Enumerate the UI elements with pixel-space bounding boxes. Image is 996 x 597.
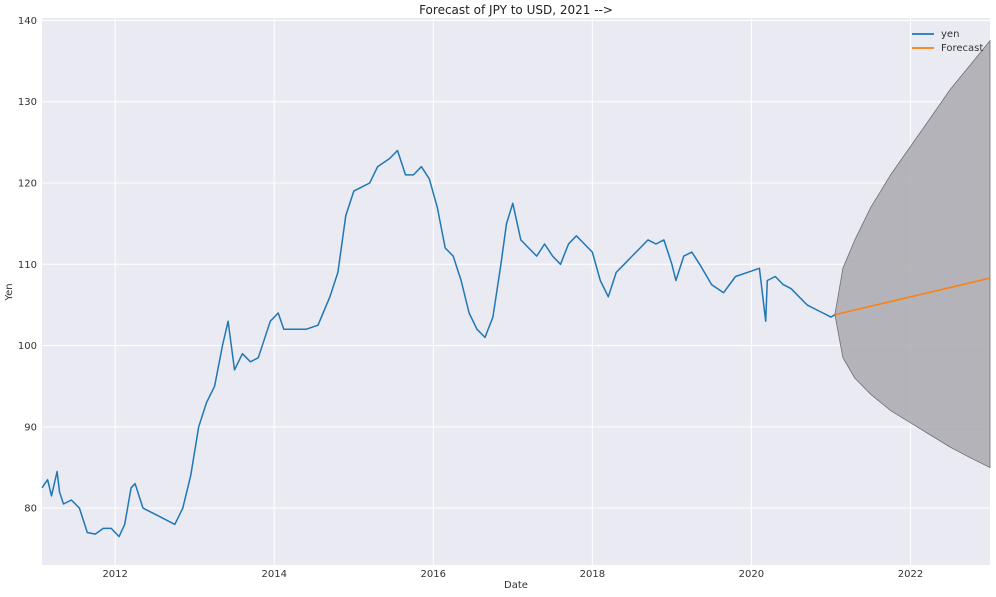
y-tick-label: 90 [24, 422, 37, 433]
x-tick-label: 2018 [580, 569, 605, 580]
y-tick-label: 120 [18, 178, 37, 189]
plot-background [42, 18, 990, 565]
x-tick-label: 2012 [102, 569, 127, 580]
tick-labels: 2012 2014 2016 2018 2020 2022 80 90 100 110 120 130… [18, 16, 923, 580]
chart-title: Forecast of JPY to USD, 2021 --> [419, 3, 613, 17]
y-tick-label: 100 [18, 341, 37, 352]
x-tick-label: 2020 [739, 569, 764, 580]
x-tick-label: 2016 [421, 569, 446, 580]
y-tick-label: 130 [18, 97, 37, 108]
x-tick-label: 2014 [262, 569, 287, 580]
x-tick-label: 2022 [898, 569, 923, 580]
y-axis-label: Yen [4, 283, 15, 301]
legend-label-yen: yen [941, 29, 959, 40]
y-tick-label: 140 [18, 16, 37, 27]
series-line-forecast [834, 277, 991, 316]
x-axis-label: Date [504, 580, 528, 591]
grid-lines [42, 18, 990, 565]
series-lines [41, 149, 991, 538]
confidence-interval-band [834, 39, 991, 469]
legend-label-forecast: Forecast [941, 43, 983, 54]
y-tick-label: 80 [24, 504, 37, 515]
y-tick-label: 110 [18, 260, 37, 271]
series-line-yen [41, 149, 836, 538]
legend: yen Forecast [912, 29, 983, 54]
confidence-band [834, 39, 991, 469]
